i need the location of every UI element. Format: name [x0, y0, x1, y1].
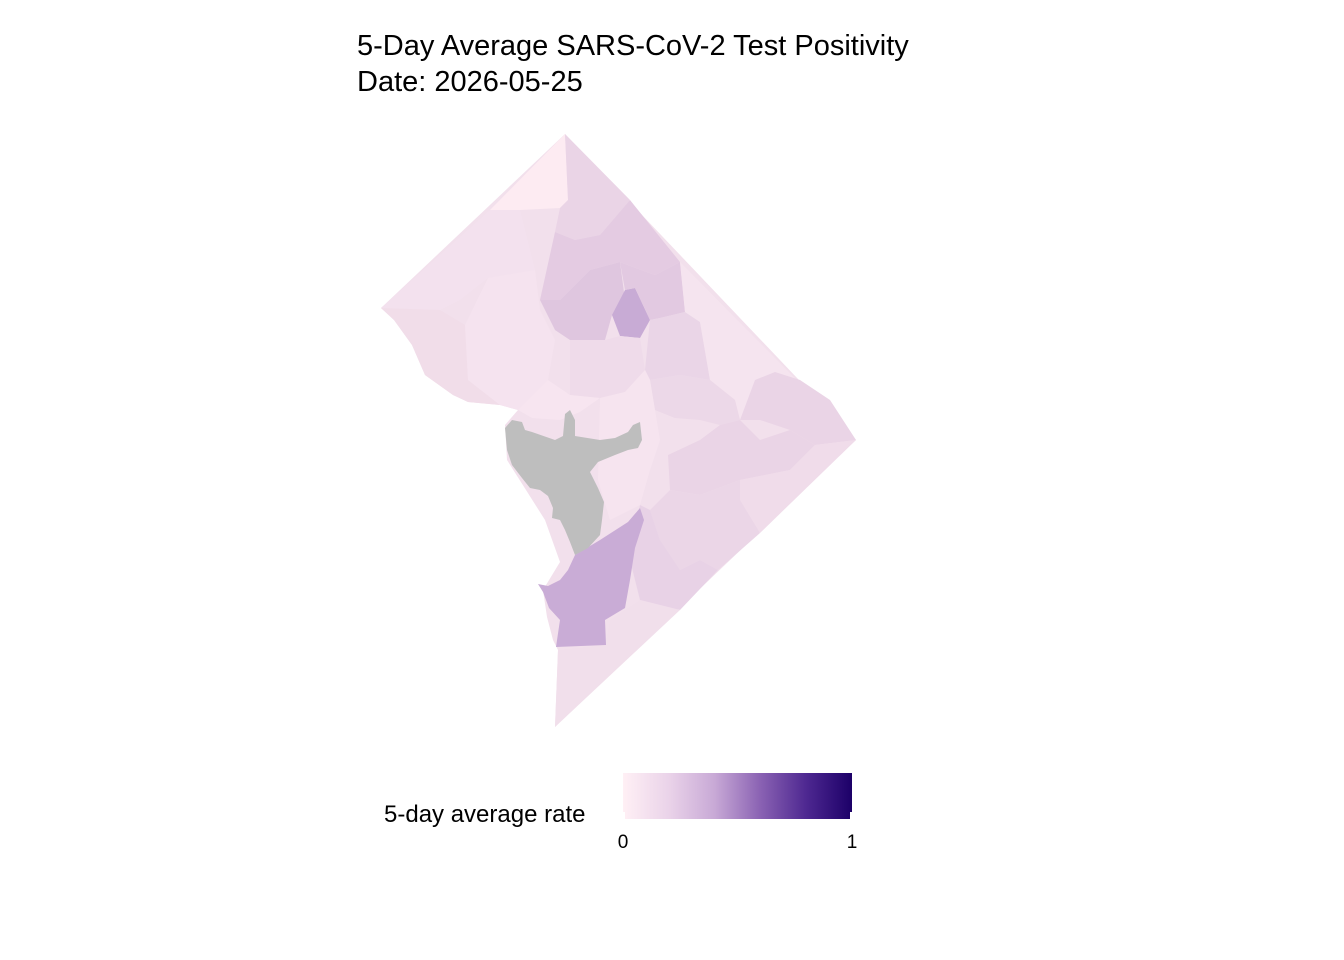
neighborhood-region: [740, 440, 856, 533]
legend-tick-max-mark: [850, 812, 852, 820]
neighborhood-region: [650, 480, 760, 570]
neighborhood-region: [490, 134, 568, 210]
title-line-1: 5-Day Average SARS-CoV-2 Test Positivity: [357, 30, 909, 62]
neighborhood-region: [650, 375, 740, 425]
neighborhood-region: [555, 134, 630, 240]
neighborhood-region: [540, 200, 680, 300]
legend-tick-max: 1: [846, 832, 858, 853]
neighborhood-region: [570, 336, 645, 398]
neighborhood-region-high: [538, 508, 644, 647]
neighborhood-region: [518, 380, 600, 420]
neighborhood-region: [612, 288, 650, 338]
neighborhood-region: [620, 262, 685, 320]
chart-title: 5-Day Average SARS-CoV-2 Test Positivity…: [357, 28, 909, 100]
neighborhood-region: [465, 270, 555, 410]
neighborhood-region: [668, 420, 815, 495]
legend-tick-min: 0: [617, 832, 629, 853]
title-line-2: Date: 2026-05-25: [357, 66, 583, 98]
legend-title: 5-day average rate: [384, 801, 586, 828]
neighborhood-region: [630, 505, 718, 610]
neighborhood-region: [381, 210, 535, 310]
missing-data-region: [505, 410, 642, 555]
legend-tick-min-mark: [623, 812, 625, 820]
neighborhood-region: [645, 312, 710, 380]
neighborhood-region: [381, 308, 500, 405]
legend-color-bar: [623, 773, 852, 819]
neighborhood-region: [555, 600, 680, 727]
neighborhood-region: [540, 262, 625, 340]
neighborhood-region: [740, 372, 856, 445]
